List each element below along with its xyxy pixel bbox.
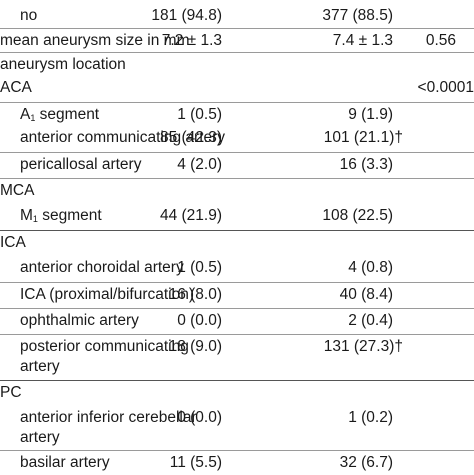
- group1-value: 181 (94.8): [151, 7, 222, 24]
- group2-value: 4 (0.8): [348, 259, 393, 276]
- group1-value: 85 (42.3): [159, 129, 222, 146]
- row-label: ICA (proximal/bifurcation): [20, 286, 195, 303]
- table-row: basilar artery 11 (5.5) 32 (6.7): [0, 450, 474, 475]
- table-row: A1 segment 1 (0.5) 9 (1.9): [0, 102, 474, 127]
- table-row: ICA: [0, 230, 474, 255]
- table-row: posterior communicating artery 18 (9.0) …: [0, 334, 474, 379]
- row-label: anterior choroidal artery: [20, 259, 184, 276]
- row-label: A1 segment: [20, 103, 99, 127]
- table-row: M1 segment 44 (21.9) 108 (22.5): [0, 204, 474, 228]
- group2-value: 16 (3.3): [339, 156, 393, 173]
- table-row: PC: [0, 380, 474, 405]
- label-subscript: 1: [30, 113, 36, 123]
- group2-value: 32 (6.7): [339, 454, 393, 471]
- row-label: pericallosal artery: [20, 156, 142, 173]
- row-label: ACA: [0, 79, 32, 96]
- group2-value: 9 (1.9): [348, 106, 393, 123]
- table-row: no 181 (94.8) 377 (88.5): [0, 4, 474, 28]
- group2-value: 40 (8.4): [339, 286, 393, 303]
- row-label: MCA: [0, 182, 35, 199]
- table-row: pericallosal artery 4 (2.0) 16 (3.3): [0, 152, 474, 177]
- table-row: MCA: [0, 178, 474, 203]
- table-row: anterior choroidal artery 1 (0.5) 4 (0.8…: [0, 256, 474, 280]
- label-main: M: [20, 207, 33, 224]
- table-row: ICA (proximal/bifurcation) 16 (8.0) 40 (…: [0, 282, 474, 307]
- row-label: PC: [0, 384, 22, 401]
- group2-value: 377 (88.5): [322, 7, 393, 24]
- group1-value: 0 (0.0): [177, 409, 222, 426]
- table-row: anterior communicating artery 85 (42.3) …: [0, 126, 474, 150]
- row-label: aneurysm location: [0, 56, 126, 73]
- group1-value: 1 (0.5): [177, 106, 222, 123]
- label-rest: segment: [35, 106, 100, 123]
- group2-value: 101 (21.1)†: [323, 129, 403, 146]
- label-main: A: [20, 106, 31, 123]
- row-label: ophthalmic artery: [20, 312, 139, 329]
- group1-value: 44 (21.9): [159, 207, 222, 224]
- label-subscript: 1: [32, 214, 38, 224]
- p-value: <0.0001: [417, 79, 474, 96]
- row-label: ICA: [0, 234, 26, 251]
- group2-value: 7.4 ± 1.3: [332, 32, 393, 49]
- group2-value: 1 (0.2): [348, 409, 393, 426]
- row-label: posterior communicating artery: [20, 338, 189, 375]
- table-row: ophthalmic artery 0 (0.0) 2 (0.4): [0, 308, 474, 333]
- row-label: basilar artery: [20, 454, 110, 471]
- group1-value: 18 (9.0): [168, 338, 222, 355]
- table-row: aneurysm location: [0, 52, 474, 77]
- group1-value: 1 (0.5): [177, 259, 222, 276]
- group1-value: 4 (2.0): [177, 156, 222, 173]
- group1-value: 16 (8.0): [168, 286, 222, 303]
- group2-value: 108 (22.5): [322, 207, 393, 224]
- table-row: ACA <0.0001: [0, 76, 474, 100]
- group2-value: 131 (27.3)†: [323, 338, 403, 355]
- row-label: mean aneurysm size in mm: [0, 32, 190, 49]
- group1-value: 0 (0.0): [177, 312, 222, 329]
- row-label: no: [20, 7, 38, 24]
- row-label: anterior communicating artery: [20, 129, 226, 146]
- p-value: 0.56: [425, 32, 456, 49]
- row-label: anterior inferior cerebellar artery: [20, 409, 197, 446]
- row-label: M1 segment: [20, 204, 102, 228]
- table-row: anterior inferior cerebellar artery 0 (0…: [0, 406, 474, 450]
- group1-value: 11 (5.5): [169, 454, 222, 471]
- group2-value: 2 (0.4): [348, 312, 393, 329]
- label-rest: segment: [37, 207, 102, 224]
- table-row: mean aneurysm size in mm 7.2 ± 1.3 7.4 ±…: [0, 28, 474, 53]
- group1-value: 7.2 ± 1.3: [161, 32, 222, 49]
